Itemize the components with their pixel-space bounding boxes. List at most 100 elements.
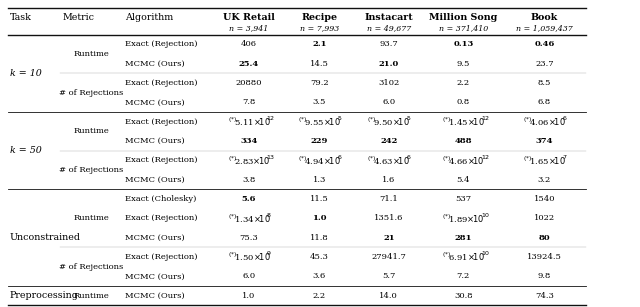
Text: $5$: $5$: [337, 114, 342, 122]
Text: $6$: $6$: [337, 153, 342, 161]
Text: 7.8: 7.8: [243, 98, 255, 107]
Text: 23.7: 23.7: [535, 60, 554, 68]
Text: 45.3: 45.3: [310, 253, 329, 261]
Text: 11.5: 11.5: [310, 195, 329, 203]
Text: 537: 537: [455, 195, 472, 203]
Text: $12$: $12$: [266, 114, 276, 122]
Text: $7$: $7$: [562, 153, 567, 161]
Text: Algorithm: Algorithm: [125, 14, 173, 22]
Text: MCMC (Ours): MCMC (Ours): [125, 137, 184, 145]
Text: 3.2: 3.2: [538, 176, 551, 184]
Text: 5.4: 5.4: [456, 176, 470, 184]
Text: $12$: $12$: [481, 114, 490, 122]
Text: 6.8: 6.8: [538, 98, 551, 107]
Text: # of Rejections: # of Rejections: [60, 89, 124, 97]
Text: 9.5: 9.5: [457, 60, 470, 68]
Text: 1.6: 1.6: [382, 176, 396, 184]
Text: 30.8: 30.8: [454, 292, 473, 300]
Text: Preprocessing: Preprocessing: [10, 291, 79, 300]
Text: k = 10: k = 10: [10, 69, 42, 78]
Text: 0.8: 0.8: [457, 98, 470, 107]
Text: 374: 374: [536, 137, 553, 145]
Text: MCMC (Ours): MCMC (Ours): [125, 234, 184, 242]
Text: 20880: 20880: [236, 79, 262, 87]
Text: MCMC (Ours): MCMC (Ours): [125, 176, 184, 184]
Text: 14.5: 14.5: [310, 60, 329, 68]
Text: 6.0: 6.0: [243, 272, 255, 281]
Text: $12$: $12$: [481, 153, 490, 161]
Text: 0.46: 0.46: [534, 40, 554, 49]
Text: 1540: 1540: [534, 195, 555, 203]
Text: # of Rejections: # of Rejections: [60, 166, 124, 174]
Text: 3.5: 3.5: [313, 98, 326, 107]
Text: ${}^{(*)}\!$9.50$\times\!10$: ${}^{(*)}\!$9.50$\times\!10$: [367, 115, 410, 128]
Text: ${}^{(*)}\!$6.91$\times\!10$: ${}^{(*)}\!$6.91$\times\!10$: [442, 251, 484, 263]
Text: 1022: 1022: [534, 214, 555, 223]
Text: 2.2: 2.2: [457, 79, 470, 87]
Text: 79.2: 79.2: [310, 79, 329, 87]
Text: Unconstrained: Unconstrained: [10, 233, 81, 242]
Text: # of Rejections: # of Rejections: [60, 263, 124, 271]
Text: 93.7: 93.7: [380, 40, 398, 49]
Text: Exact (Rejection): Exact (Rejection): [125, 79, 197, 87]
Text: Million Song: Million Song: [429, 14, 497, 22]
Text: k = 50: k = 50: [10, 146, 42, 155]
Text: 9.8: 9.8: [538, 272, 551, 281]
Text: MCMC (Ours): MCMC (Ours): [125, 98, 184, 107]
Text: 6.0: 6.0: [382, 98, 396, 107]
Text: ${}^{(*)}\!$2.83$\times\!10$: ${}^{(*)}\!$2.83$\times\!10$: [228, 154, 270, 167]
Text: 1.0: 1.0: [312, 214, 326, 223]
Text: $5$: $5$: [406, 114, 412, 122]
Text: Book: Book: [531, 14, 558, 22]
Text: 242: 242: [380, 137, 397, 145]
Text: ${}^{(*)}\!$1.45$\times\!10$: ${}^{(*)}\!$1.45$\times\!10$: [442, 115, 484, 128]
Text: 27941.7: 27941.7: [371, 253, 406, 261]
Text: 21: 21: [383, 234, 395, 242]
Text: n = 371,410: n = 371,410: [439, 24, 488, 32]
Text: 71.1: 71.1: [380, 195, 398, 203]
Text: n = 49,677: n = 49,677: [367, 24, 411, 32]
Text: 0.13: 0.13: [453, 40, 474, 49]
Text: ${}^{(*)}\!$9.55$\times\!10$: ${}^{(*)}\!$9.55$\times\!10$: [298, 115, 340, 128]
Text: 488: 488: [454, 137, 472, 145]
Text: ${}^{(*)}\!$4.66$\times\!10$: ${}^{(*)}\!$4.66$\times\!10$: [442, 154, 484, 167]
Text: ${}^{(*)}\!$1.34$\times\!10$: ${}^{(*)}\!$1.34$\times\!10$: [228, 212, 270, 225]
Text: $10$: $10$: [481, 249, 490, 258]
Text: ${}^{(*)}\!$5.11$\times\!10$: ${}^{(*)}\!$5.11$\times\!10$: [228, 115, 270, 128]
Text: 334: 334: [240, 137, 258, 145]
Text: 3.6: 3.6: [313, 272, 326, 281]
Text: Task: Task: [10, 14, 31, 22]
Text: n = 7,993: n = 7,993: [300, 24, 339, 32]
Text: MCMC (Ours): MCMC (Ours): [125, 272, 184, 281]
Text: 1.3: 1.3: [313, 176, 326, 184]
Text: Recipe: Recipe: [301, 14, 337, 22]
Text: Exact (Rejection): Exact (Rejection): [125, 40, 197, 49]
Text: Instacart: Instacart: [364, 14, 413, 22]
Text: Runtime: Runtime: [74, 214, 109, 223]
Text: 7.2: 7.2: [457, 272, 470, 281]
Text: 13924.5: 13924.5: [527, 253, 562, 261]
Text: $13$: $13$: [266, 153, 276, 161]
Text: n = 3,941: n = 3,941: [229, 24, 269, 32]
Text: $10$: $10$: [481, 211, 490, 219]
Text: 1.0: 1.0: [243, 292, 255, 300]
Text: 14.0: 14.0: [380, 292, 398, 300]
Text: Exact (Rejection): Exact (Rejection): [125, 253, 197, 261]
Text: 80: 80: [538, 234, 550, 242]
Text: $6$: $6$: [562, 114, 567, 122]
Text: 21.0: 21.0: [379, 60, 399, 68]
Text: 1351.6: 1351.6: [374, 214, 403, 223]
Text: ${}^{(*)}\!$1.65$\times\!10$: ${}^{(*)}\!$1.65$\times\!10$: [523, 154, 566, 167]
Text: 281: 281: [454, 234, 472, 242]
Text: 2.2: 2.2: [313, 292, 326, 300]
Text: 5.7: 5.7: [382, 272, 396, 281]
Text: $6$: $6$: [406, 153, 412, 161]
Text: 11.8: 11.8: [310, 234, 329, 242]
Text: ${}^{(*)}\!$1.89$\times\!10$: ${}^{(*)}\!$1.89$\times\!10$: [442, 212, 484, 225]
Text: 8.5: 8.5: [538, 79, 551, 87]
Text: 2.1: 2.1: [312, 40, 326, 49]
Text: $9$: $9$: [266, 249, 272, 258]
Text: 3.8: 3.8: [243, 176, 255, 184]
Text: Exact (Rejection): Exact (Rejection): [125, 214, 197, 223]
Text: 74.3: 74.3: [535, 292, 554, 300]
